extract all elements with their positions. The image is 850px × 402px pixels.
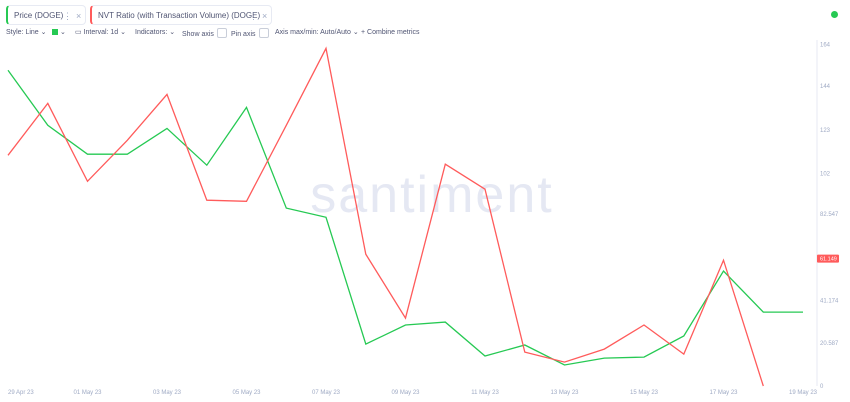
status-dot: [831, 11, 838, 18]
indicators-label: Indicators:: [135, 29, 168, 36]
combine-metrics[interactable]: + Combine metrics: [361, 29, 420, 36]
x-tick-label: 09 May 23: [391, 390, 420, 396]
combine-label: Combine metrics: [367, 29, 420, 36]
interval-label: Interval: 1d: [83, 29, 119, 36]
menu-icon[interactable]: ⋮: [249, 11, 258, 21]
value-highlight: [817, 254, 839, 263]
y-tick-label: 102: [820, 172, 831, 178]
y-tick-label: 41.174: [820, 298, 839, 304]
x-tick-label: 07 May 23: [312, 390, 341, 396]
style-select[interactable]: Style: Line ⌄: [6, 29, 47, 36]
y-tick-label: 61.149: [820, 257, 837, 263]
pin-axis-label: Pin axis: [231, 31, 256, 38]
interval-select[interactable]: ▭ Interval: 1d ⌄: [75, 29, 127, 36]
x-tick-label: 03 May 23: [153, 390, 182, 396]
axis-minmax[interactable]: Axis max/min: Auto/Auto ⌄: [275, 29, 359, 36]
axis-minmax-label: Axis max/min: Auto/Auto: [275, 29, 351, 36]
y-tick-label: 20.587: [820, 341, 839, 347]
x-tick-label: 11 May 23: [471, 390, 499, 396]
metric-chip[interactable]: NVT Ratio (with Transaction Volume) (DOG…: [90, 5, 272, 25]
y-tick-label: 82.547: [820, 212, 839, 218]
metric-chip[interactable]: Price (DOGE) ⋮ ×: [6, 5, 86, 25]
x-tick-label: 15 May 23: [630, 390, 659, 396]
x-tick-label: 05 May 23: [232, 390, 261, 396]
y-tick-label: 123: [820, 128, 831, 134]
y-tick-label: 144: [820, 84, 831, 90]
metric-label: NVT Ratio (with Transaction Volume) (DOG…: [98, 11, 261, 20]
watermark: santiment: [310, 166, 553, 224]
metric-label: Price (DOGE): [14, 11, 64, 20]
color-select[interactable]: ⌄: [52, 28, 66, 38]
menu-icon[interactable]: ⋮: [63, 11, 72, 21]
x-tick-label: 17 May 23: [709, 390, 738, 396]
style-label: Style: Line: [6, 29, 39, 36]
show-axis-toggle[interactable]: Show axis: [182, 28, 227, 40]
pin-axis-toggle[interactable]: Pin axis: [231, 28, 269, 40]
x-tick-label: 29 Apr 23: [8, 390, 34, 396]
y-tick-label: 0: [820, 384, 824, 390]
x-tick-label: 01 May 23: [73, 390, 102, 396]
x-tick-label: 19 May 23: [789, 390, 818, 396]
close-icon[interactable]: ×: [262, 11, 268, 21]
show-axis-label: Show axis: [182, 31, 214, 38]
indicators-select[interactable]: Indicators: ⌄: [135, 29, 176, 36]
y-tick-label: 164: [820, 42, 831, 48]
series-line: [7, 46, 764, 387]
x-tick-label: 13 May 23: [550, 390, 579, 396]
series-line: [7, 69, 803, 366]
close-icon[interactable]: ×: [76, 11, 82, 21]
